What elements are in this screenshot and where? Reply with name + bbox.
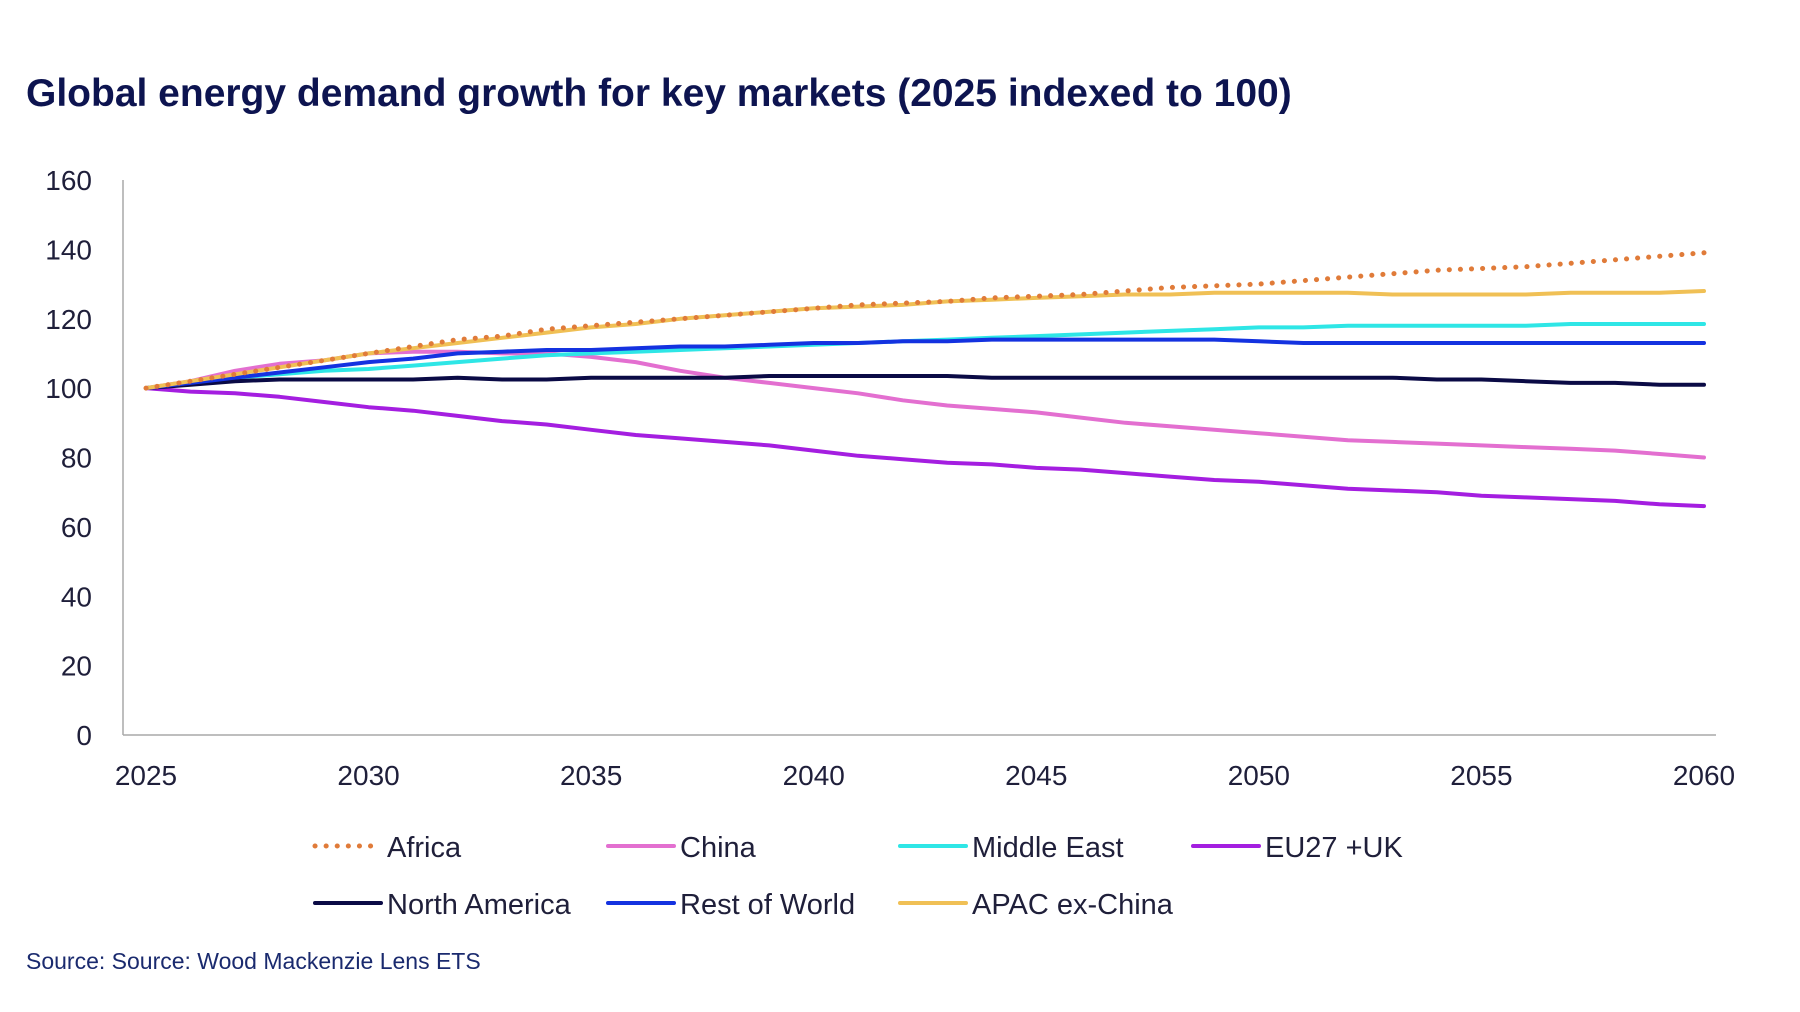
series-line-rest-of-world [144, 337, 1706, 391]
y-tick-label: 60 [61, 512, 92, 543]
chart-title: Global energy demand growth for key mark… [26, 72, 1292, 115]
y-tick-label: 140 [45, 234, 92, 265]
chart-legend: Africa China Middle East EU27 +UK North Amer… [312, 832, 1403, 921]
x-tick-label: 2060 [1673, 760, 1735, 791]
series-line-north-america [144, 374, 1706, 391]
x-tick-label: 2040 [783, 760, 845, 791]
x-tick-label: 2055 [1450, 760, 1512, 791]
legend-label: APAC ex-China [972, 889, 1174, 921]
y-tick-label: 120 [45, 304, 92, 335]
legend-label: Middle East [972, 832, 1124, 864]
x-tick-label: 2025 [115, 760, 177, 791]
series-line-apac-ex-china [144, 289, 1706, 391]
chart-series [143, 250, 1707, 509]
source-note: Source: Source: Wood Mackenzie Lens ETS [26, 948, 481, 974]
legend-label: Rest of World [680, 889, 855, 921]
y-tick-label: 20 [61, 651, 92, 682]
y-tick-label: 0 [76, 720, 92, 751]
series-line-china [144, 349, 1706, 460]
x-tick-label: 2030 [337, 760, 399, 791]
legend-label: Africa [387, 832, 462, 864]
x-tick-label: 2050 [1228, 760, 1290, 791]
legend-label: EU27 +UK [1265, 832, 1403, 864]
y-tick-label: 80 [61, 443, 92, 474]
x-tick-label: 2035 [560, 760, 622, 791]
legend-label: China [680, 832, 757, 864]
y-tick-label: 100 [45, 373, 92, 404]
y-tick-label: 40 [61, 581, 92, 612]
series-line-eu27-uk [144, 386, 1706, 509]
legend-label: North America [387, 889, 572, 921]
y-tick-label: 160 [45, 165, 92, 196]
x-tick-label: 2045 [1005, 760, 1067, 791]
